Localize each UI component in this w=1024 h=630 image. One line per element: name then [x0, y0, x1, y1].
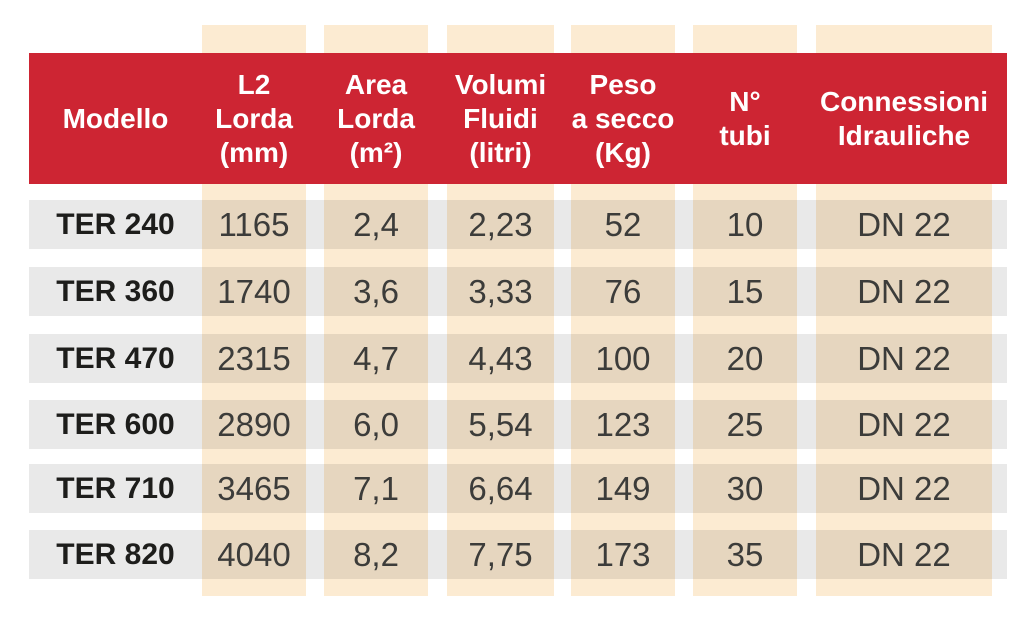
cell-connessioni: DN 22: [857, 469, 951, 507]
cell-peso-a-secco: 76: [604, 272, 642, 310]
cell-area-lorda: 4,7: [353, 339, 399, 377]
table-row-ter-820: TER 820 4040 8,2 7,75 173 35 DN 22: [29, 530, 1007, 579]
table-row-ter-710: TER 710 3465 7,1 6,64 149 30 DN 22: [29, 464, 1007, 513]
header-peso-a-secco: Peso a secco (Kg): [571, 68, 675, 168]
cell-l2-lorda: 2315: [217, 339, 291, 377]
cell-connessioni: DN 22: [857, 205, 951, 243]
header-modello: Modello: [62, 102, 169, 134]
cell-peso-a-secco: 52: [604, 205, 642, 243]
cell-connessioni: DN 22: [857, 535, 951, 573]
cell-model: TER 360: [56, 274, 175, 308]
cell-model: TER 240: [56, 207, 175, 241]
cell-area-lorda: 3,6: [353, 272, 399, 310]
cell-l2-lorda: 3465: [217, 469, 291, 507]
cell-n-tubi: 15: [726, 272, 764, 310]
cell-model: TER 820: [56, 537, 175, 571]
cell-peso-a-secco: 149: [595, 469, 651, 507]
cell-model: TER 600: [56, 407, 175, 441]
cell-n-tubi: 35: [726, 535, 764, 573]
cell-volumi-fluidi: 6,64: [468, 469, 533, 507]
cell-volumi-fluidi: 4,43: [468, 339, 533, 377]
cell-connessioni: DN 22: [857, 339, 951, 377]
cell-area-lorda: 6,0: [353, 405, 399, 443]
table-row-ter-240: TER 240 1165 2,4 2,23 52 10 DN 22: [29, 200, 1007, 249]
table-row-ter-360: TER 360 1740 3,6 3,33 76 15 DN 22: [29, 267, 1007, 316]
cell-model: TER 470: [56, 341, 175, 375]
cell-area-lorda: 2,4: [353, 205, 399, 243]
cell-n-tubi: 25: [726, 405, 764, 443]
cell-l2-lorda: 4040: [217, 535, 291, 573]
header-l2-lorda: L2 Lorda (mm): [215, 68, 293, 168]
cell-peso-a-secco: 173: [595, 535, 651, 573]
header-volumi-fluidi: Volumi Fluidi (litri): [454, 68, 547, 168]
cell-volumi-fluidi: 3,33: [468, 272, 533, 310]
table-row-ter-470: TER 470 2315 4,7 4,43 100 20 DN 22: [29, 334, 1007, 383]
cell-volumi-fluidi: 7,75: [468, 535, 533, 573]
cell-peso-a-secco: 123: [595, 405, 651, 443]
table-header: Modello L2 Lorda (mm) Area Lorda (m²) Vo…: [29, 53, 1007, 184]
cell-volumi-fluidi: 5,54: [468, 405, 533, 443]
cell-area-lorda: 7,1: [353, 469, 399, 507]
cell-n-tubi: 20: [726, 339, 764, 377]
cell-volumi-fluidi: 2,23: [468, 205, 533, 243]
cell-connessioni: DN 22: [857, 272, 951, 310]
cell-l2-lorda: 2890: [217, 405, 291, 443]
header-n-tubi: N° tubi: [719, 85, 771, 151]
cell-connessioni: DN 22: [857, 405, 951, 443]
header-area-lorda: Area Lorda (m²): [337, 68, 415, 168]
cell-area-lorda: 8,2: [353, 535, 399, 573]
cell-n-tubi: 10: [726, 205, 764, 243]
cell-l2-lorda: 1165: [218, 205, 290, 243]
cell-peso-a-secco: 100: [595, 339, 651, 377]
table-row-ter-600: TER 600 2890 6,0 5,54 123 25 DN 22: [29, 400, 1007, 449]
cell-model: TER 710: [56, 471, 175, 505]
cell-l2-lorda: 1740: [217, 272, 291, 310]
cell-n-tubi: 30: [726, 469, 764, 507]
header-connessioni: Connessioni Idrauliche: [819, 85, 988, 151]
